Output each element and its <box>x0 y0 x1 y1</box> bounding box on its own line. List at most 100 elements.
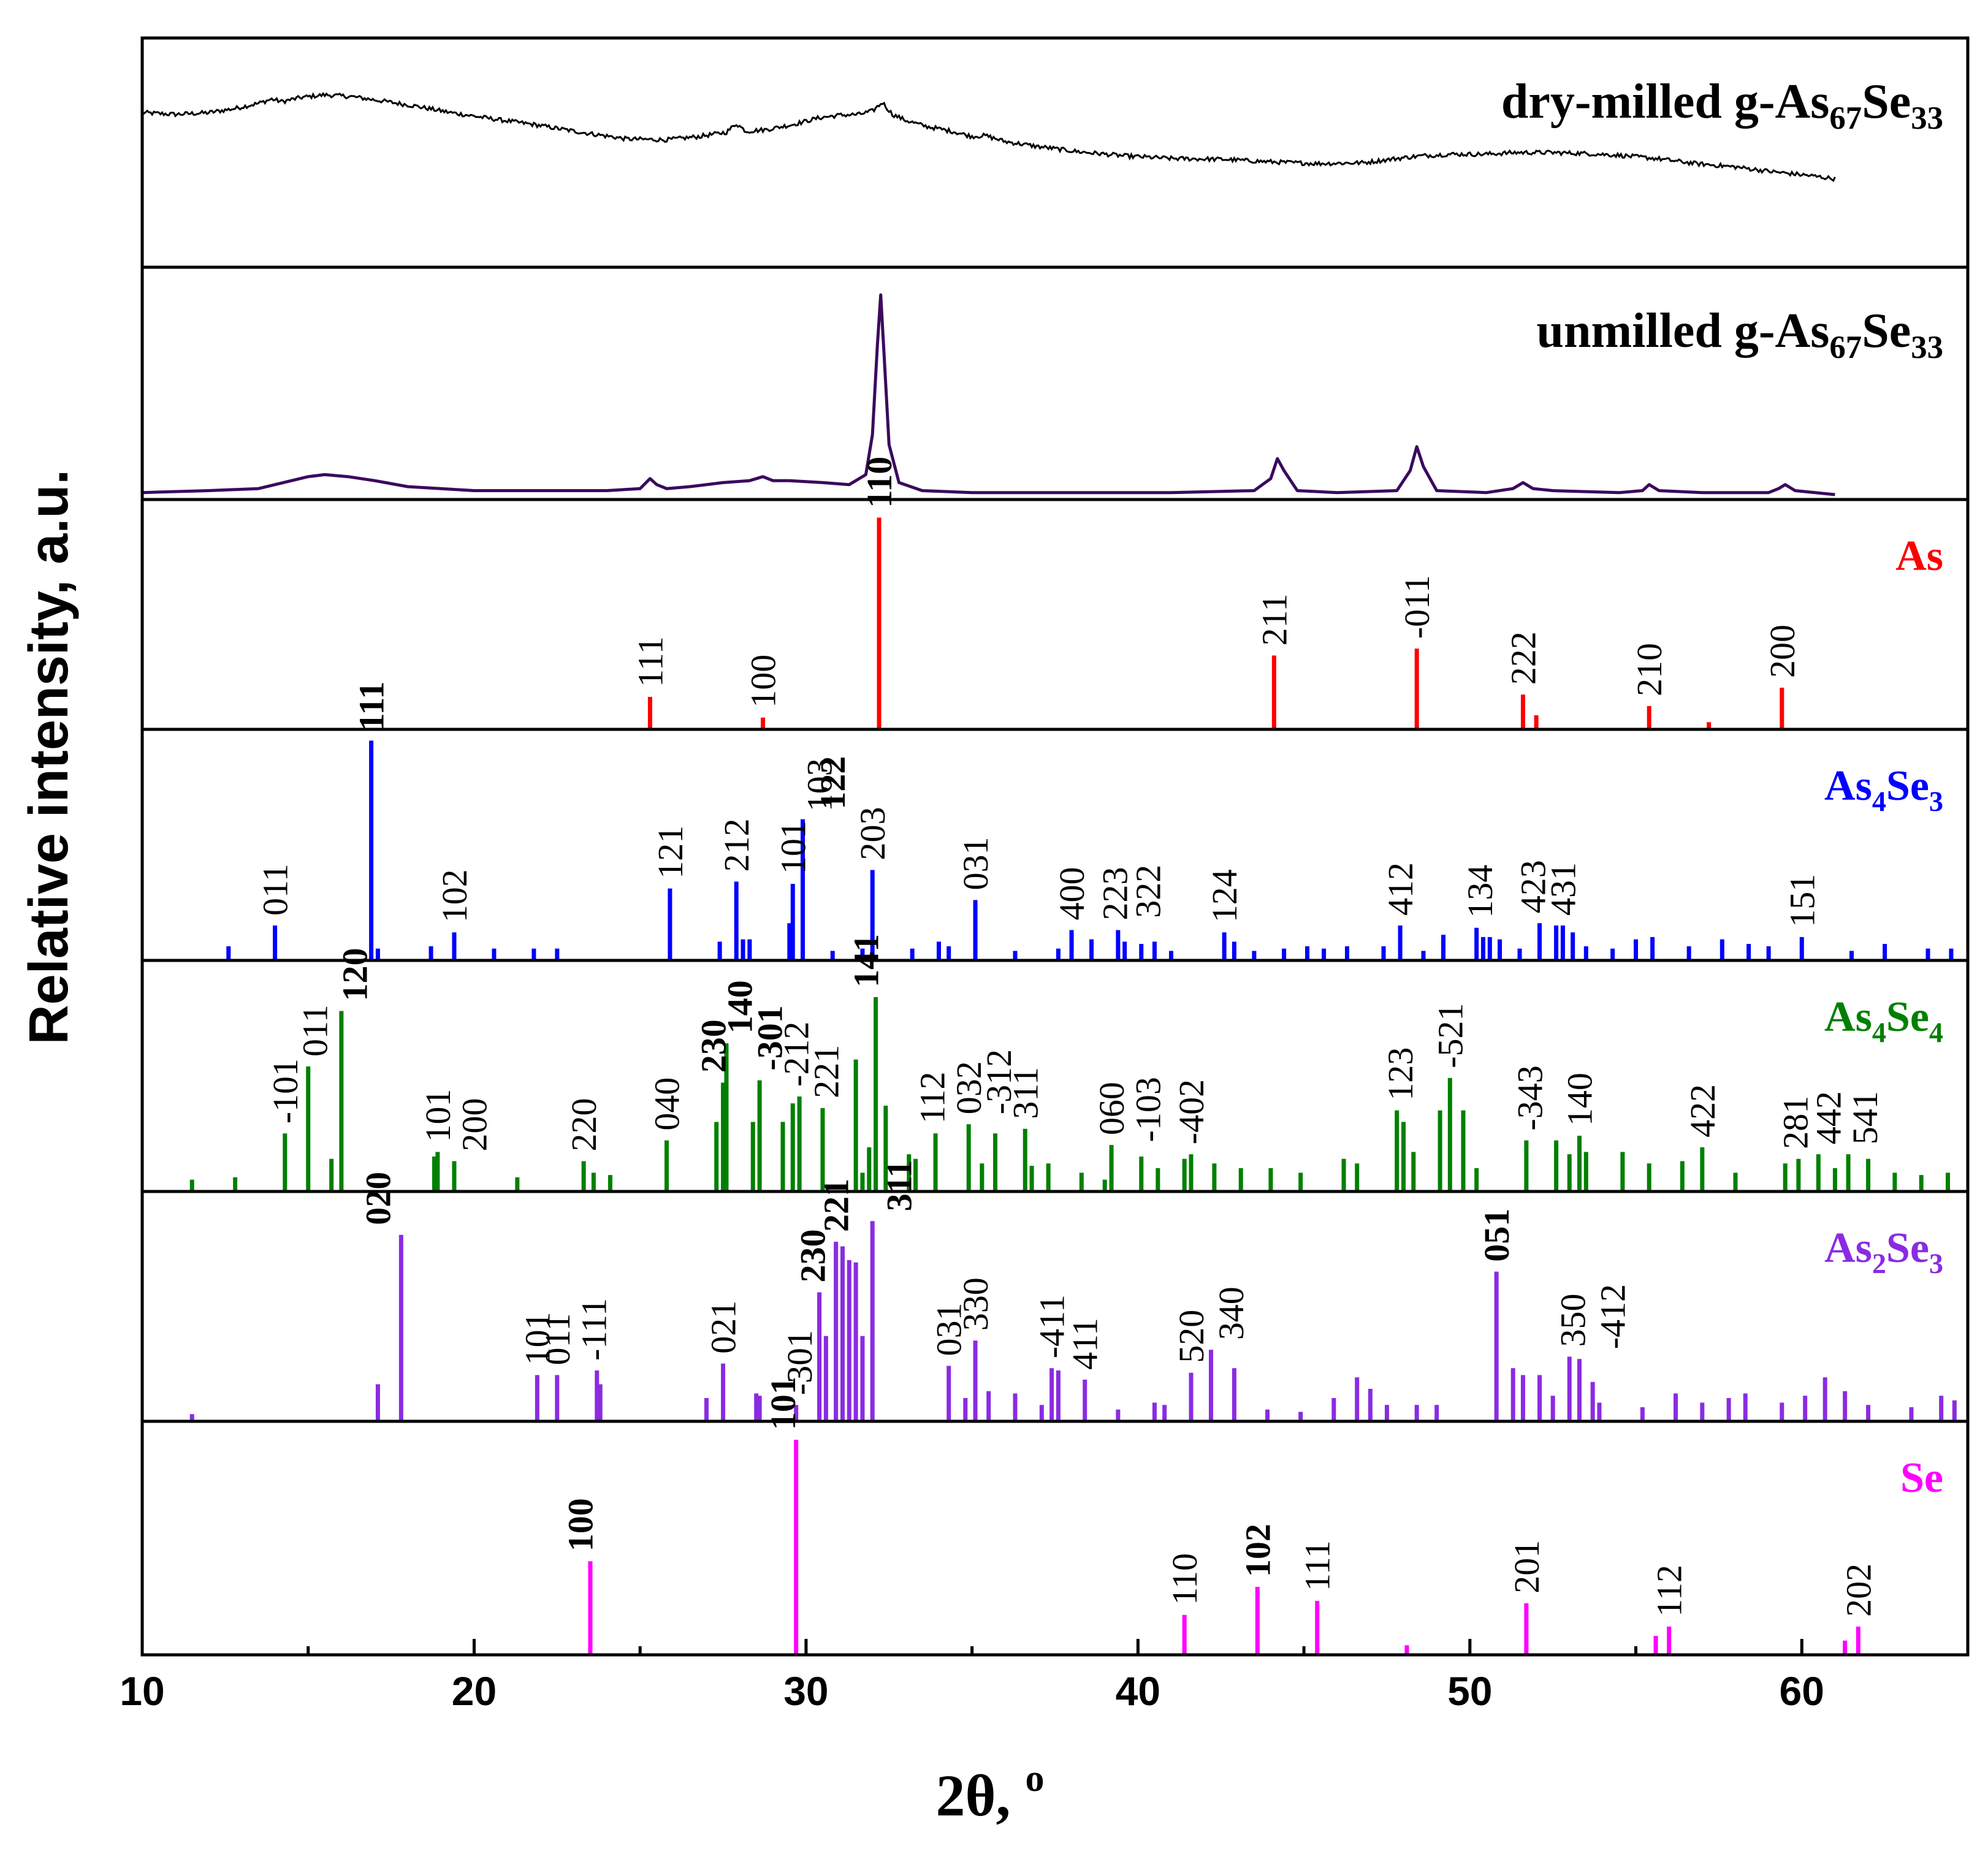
label-main: Se <box>1900 1454 1943 1502</box>
x-tick-label: 30 <box>783 1668 828 1714</box>
miller-index: 124 <box>1205 869 1244 922</box>
label-sub: 33 <box>1911 330 1943 365</box>
miller-index: 230 <box>693 1019 733 1073</box>
miller-index: 411 <box>1065 1318 1105 1370</box>
label-main: Se <box>1862 75 1911 129</box>
miller-index: 100 <box>744 655 783 708</box>
miller-index: 051 <box>1477 1209 1517 1262</box>
sticks-As4Se4 <box>189 997 1951 1191</box>
unmilled-trace <box>142 293 1835 496</box>
miller-index: 340 <box>1211 1286 1251 1340</box>
label-main: As <box>1824 1225 1872 1272</box>
miller-index: 230 <box>793 1229 833 1283</box>
plot-area: dry-milled g-As67Se33 unmilled g-As67Se33… <box>141 75 1957 1655</box>
miller-index: 121 <box>650 826 690 879</box>
panel-label-unmilled: unmilled g-As67Se33 <box>1537 304 1943 365</box>
miller-index: 350 <box>1553 1294 1593 1347</box>
miller-index: 201 <box>1507 1540 1547 1594</box>
miller-index: 020 <box>358 1172 398 1225</box>
miller-index: -521 <box>1430 1003 1470 1068</box>
x-axis-label-text: 2θ, <box>935 1763 1025 1828</box>
x-axis: 10 20 30 40 50 60 <box>120 1639 1970 1714</box>
label-main: Se <box>1886 994 1929 1041</box>
miller-index: 032 <box>949 1061 989 1114</box>
miller-index: 103 <box>800 758 840 811</box>
miller-index: 311 <box>880 1160 920 1211</box>
miller-index: 031 <box>956 837 996 891</box>
miller-index: 021 <box>704 1301 744 1354</box>
panel-dry-milled: dry-milled g-As67Se33 <box>141 75 1943 183</box>
miller-index: 102 <box>435 869 474 922</box>
label-sub: 4 <box>1872 1017 1886 1048</box>
miller-index: 040 <box>647 1077 687 1131</box>
label-main: As <box>1895 533 1943 580</box>
miller-index: 541 <box>1845 1091 1885 1144</box>
miller-index: 330 <box>956 1277 996 1331</box>
miller-index: 221 <box>806 1045 846 1098</box>
x-tick-label: 60 <box>1780 1668 1824 1714</box>
miller-index: 111 <box>1298 1540 1338 1591</box>
miller-index: 222 <box>1504 631 1544 685</box>
panel-frames <box>140 36 1970 1657</box>
miller-index: 011 <box>538 1313 577 1366</box>
miller-index: 101 <box>773 821 813 874</box>
y-axis-label: Relative intensity, a.u. <box>18 469 80 1045</box>
miller-index: 140 <box>720 980 760 1033</box>
miller-index: 442 <box>1809 1091 1849 1144</box>
x-tick-label: 50 <box>1447 1668 1492 1714</box>
label-main: Se <box>1862 304 1911 358</box>
sticks-As2Se3 <box>189 1221 1957 1421</box>
label-main: Se <box>1886 1225 1929 1272</box>
plot-frame <box>140 36 1970 1657</box>
miller-index: 111 <box>352 682 392 731</box>
miller-index: 322 <box>1129 865 1168 918</box>
panel-label-As4Se3: As4Se3 <box>1824 762 1943 817</box>
miller-index: 520 <box>1171 1310 1211 1363</box>
miller-index: -103 <box>1129 1077 1168 1142</box>
miller-index: 200 <box>455 1098 495 1152</box>
miller-index: -312 <box>979 1049 1019 1114</box>
dry-milled-trace <box>141 91 1836 183</box>
miller-index: 311 <box>1005 1067 1045 1119</box>
miller-index: 223 <box>1095 867 1135 921</box>
label-main: Se <box>1886 762 1929 810</box>
sticks-As4Se3 <box>226 740 1954 960</box>
label-main: As <box>1824 762 1872 810</box>
label-sub: 4 <box>1872 786 1886 817</box>
x-tick-label: 40 <box>1116 1668 1160 1714</box>
miller-index: -402 <box>1171 1079 1211 1144</box>
miller-index: -111 <box>574 1298 614 1361</box>
miller-index: 422 <box>1683 1084 1723 1138</box>
miller-index: 122 <box>813 756 853 810</box>
miller-index: 400 <box>1052 867 1092 921</box>
miller-index: -343 <box>1510 1065 1550 1130</box>
miller-index: 412 <box>1381 862 1420 916</box>
miller-index: 200 <box>1762 625 1802 678</box>
miller-index: 060 <box>1092 1082 1132 1135</box>
miller-index: 011 <box>256 864 295 916</box>
panel-label-As: As <box>1895 533 1943 580</box>
miller-index: 111 <box>630 636 670 687</box>
panel-label-As4Se4: As4Se4 <box>1824 994 1943 1048</box>
panel-label-dry-milled: dry-milled g-As67Se33 <box>1501 75 1943 136</box>
miller-index: -101 <box>265 1058 305 1123</box>
x-axis-label-degree: o <box>1026 1758 1045 1799</box>
miller-index: 210 <box>1629 643 1669 696</box>
miller-index: 151 <box>1782 874 1822 927</box>
x-tick-label: 20 <box>452 1668 497 1714</box>
miller-index: 123 <box>1381 1047 1420 1101</box>
miller-index: 202 <box>1838 1564 1878 1617</box>
miller-index: 112 <box>913 1071 953 1123</box>
label-sub: 3 <box>1929 786 1943 817</box>
miller-index: 110 <box>1165 1553 1205 1605</box>
x-tick-label: 10 <box>120 1668 164 1714</box>
label-sub: 67 <box>1829 101 1862 136</box>
